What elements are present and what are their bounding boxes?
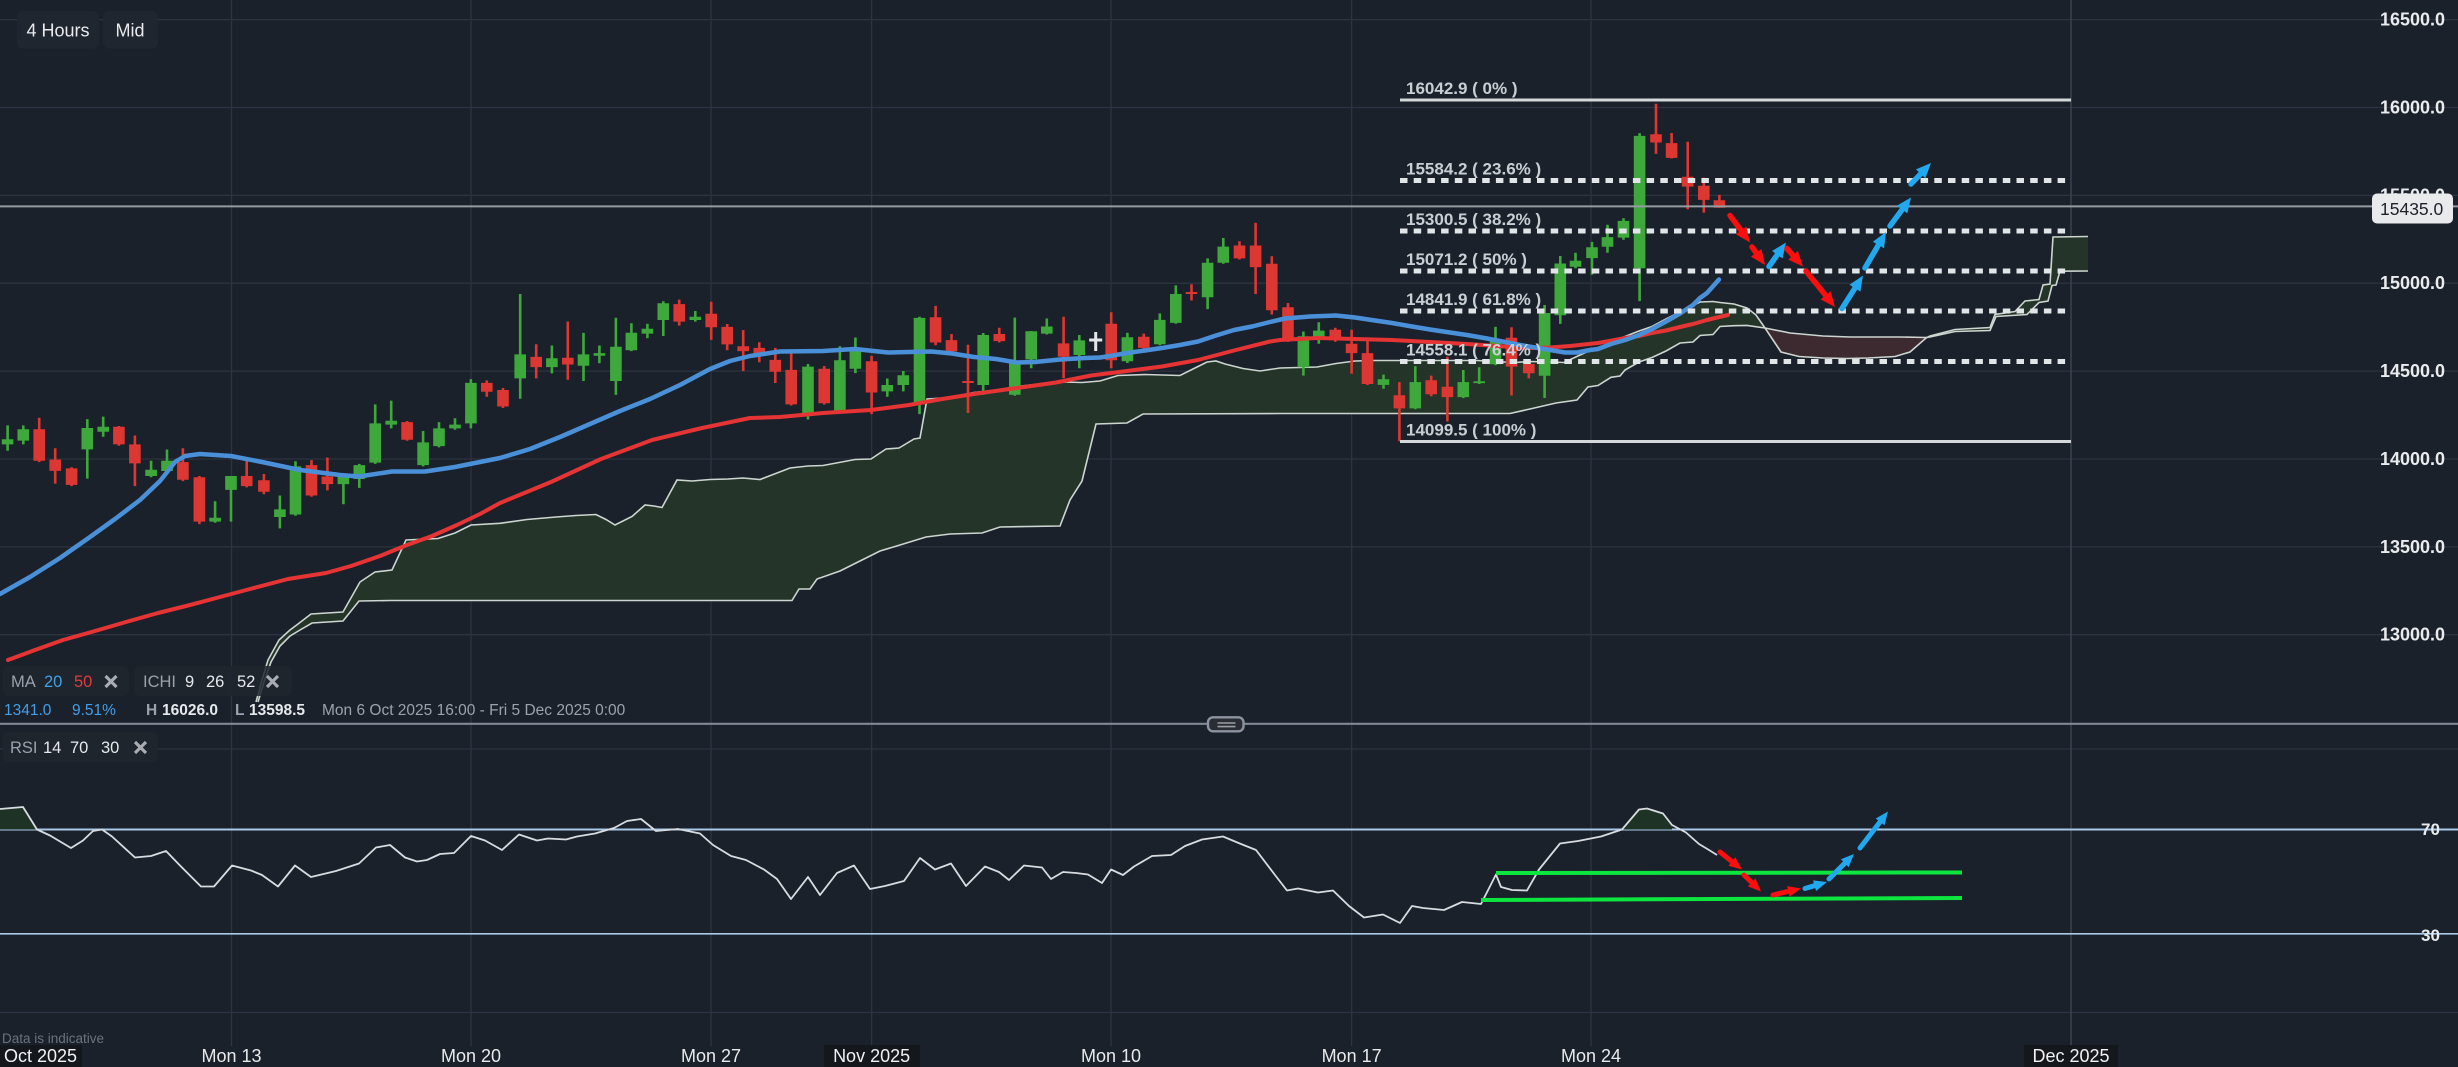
- svg-text:16000.0: 16000.0: [2380, 98, 2445, 118]
- svg-text:14841.9 ( 61.8% ): 14841.9 ( 61.8% ): [1406, 290, 1541, 309]
- svg-text:Mon 20: Mon 20: [441, 1046, 501, 1066]
- svg-text:9: 9: [185, 673, 194, 691]
- svg-text:Dec 2025: Dec 2025: [2032, 1046, 2109, 1066]
- svg-text:9.51%: 9.51%: [72, 702, 116, 719]
- svg-text:L: L: [235, 702, 244, 719]
- svg-text:30: 30: [101, 739, 119, 757]
- svg-text:13598.5: 13598.5: [249, 702, 305, 719]
- svg-text:14558.1 ( 76.4% ): 14558.1 ( 76.4% ): [1406, 341, 1541, 360]
- svg-text:14000.0: 14000.0: [2380, 449, 2445, 469]
- svg-text:15300.5 ( 38.2% ): 15300.5 ( 38.2% ): [1406, 210, 1541, 229]
- svg-text:Mon 10: Mon 10: [1081, 1046, 1141, 1066]
- svg-text:70: 70: [70, 739, 88, 757]
- svg-text:Nov 2025: Nov 2025: [833, 1046, 910, 1066]
- svg-text:Mon 6 Oct 2025 16:00 - Fri 5 D: Mon 6 Oct 2025 16:00 - Fri 5 Dec 2025 0:…: [322, 702, 626, 719]
- svg-text:14: 14: [43, 739, 61, 757]
- svg-text:15435.0: 15435.0: [2380, 199, 2444, 219]
- svg-text:1341.0: 1341.0: [4, 702, 52, 719]
- svg-text:15000.0: 15000.0: [2380, 273, 2445, 293]
- svg-text:16026.0: 16026.0: [162, 702, 218, 719]
- svg-text:52: 52: [237, 673, 255, 691]
- svg-text:70: 70: [2421, 820, 2440, 839]
- svg-text:Mon 27: Mon 27: [681, 1046, 741, 1066]
- svg-text:14500.0: 14500.0: [2380, 361, 2445, 381]
- svg-text:16042.9 ( 0% ): 16042.9 ( 0% ): [1406, 79, 1518, 98]
- svg-text:16500.0: 16500.0: [2380, 10, 2445, 30]
- svg-text:15584.2 ( 23.6% ): 15584.2 ( 23.6% ): [1406, 160, 1541, 179]
- svg-text:Data is indicative: Data is indicative: [2, 1031, 104, 1046]
- svg-text:Mon 24: Mon 24: [1561, 1046, 1621, 1066]
- svg-text:4 Hours: 4 Hours: [26, 21, 89, 41]
- svg-text:RSI: RSI: [10, 739, 38, 757]
- svg-text:Mid: Mid: [115, 21, 144, 41]
- svg-text:MA: MA: [11, 673, 36, 691]
- svg-text:Oct 2025: Oct 2025: [4, 1046, 77, 1066]
- svg-text:13500.0: 13500.0: [2380, 537, 2445, 557]
- svg-text:26: 26: [206, 673, 224, 691]
- svg-text:15071.2 ( 50% ): 15071.2 ( 50% ): [1406, 250, 1527, 269]
- svg-text:14099.5 ( 100% ): 14099.5 ( 100% ): [1406, 421, 1536, 440]
- svg-text:ICHI: ICHI: [143, 673, 176, 691]
- svg-text:30: 30: [2421, 926, 2440, 945]
- svg-text:Mon 13: Mon 13: [201, 1046, 261, 1066]
- svg-text:13000.0: 13000.0: [2380, 625, 2445, 645]
- svg-text:Mon 17: Mon 17: [1322, 1046, 1382, 1066]
- svg-text:H: H: [146, 702, 157, 719]
- svg-text:50: 50: [74, 673, 92, 691]
- svg-text:20: 20: [44, 673, 62, 691]
